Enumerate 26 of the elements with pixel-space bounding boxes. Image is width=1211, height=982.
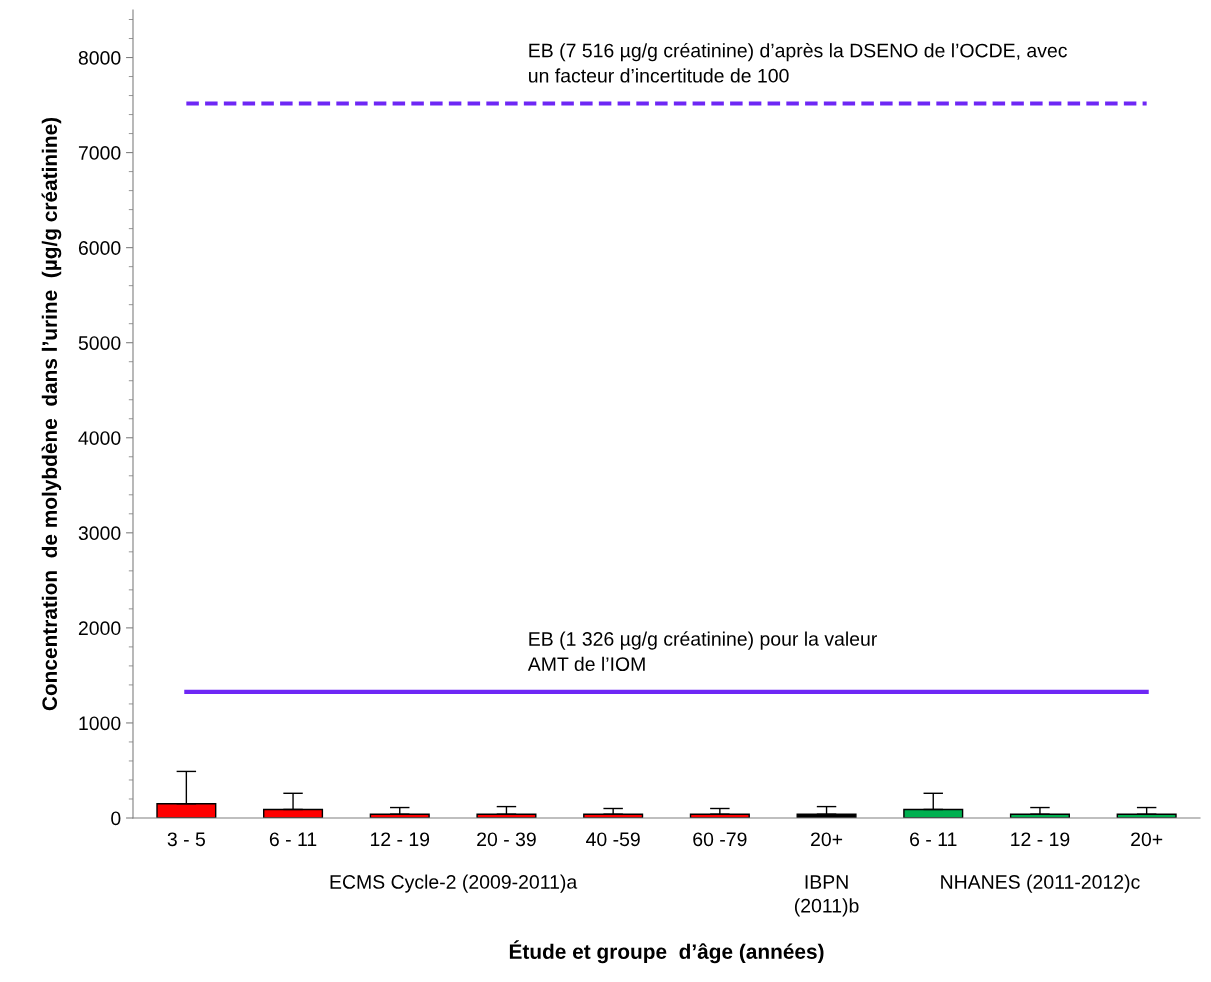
y-tick-label: 6000 bbox=[78, 241, 121, 255]
y-tick-label: 8000 bbox=[78, 51, 121, 65]
y-tick-label: 5000 bbox=[78, 336, 121, 350]
x-tick-label: 12 - 19 bbox=[1011, 832, 1070, 847]
y-tick-label: 7000 bbox=[78, 146, 121, 160]
ref-line-label: EB (7 516 µg/g créatinine) d’après la DSENO de l’OCDE, avec un facteur d’incertitude de 100 bbox=[529, 42, 1067, 83]
x-tick-label: 6 - 11 bbox=[910, 832, 957, 847]
x-tick-label: 20+ bbox=[1131, 832, 1163, 847]
y-tick-label: 1000 bbox=[79, 716, 121, 731]
y-tick-label: 3000 bbox=[78, 526, 121, 541]
x-axis-title: Étude et groupe d’âge (années) bbox=[509, 940, 824, 964]
y-axis-title: Concentration de molybdène dans l’urine (µg/g créatinine) bbox=[41, 117, 62, 711]
y-tick-label: 4000 bbox=[78, 431, 121, 445]
x-tick-label: 3 - 5 bbox=[167, 832, 205, 847]
x-tick-label: 20+ bbox=[811, 832, 843, 847]
ref-line-label: EB (1 326 µg/g créatinine) pour la valeur AMT de l’IOM bbox=[527, 631, 877, 671]
text: NHANES (2011-2012)c bbox=[941, 874, 1140, 893]
x-tick-label: 20 - 39 bbox=[477, 832, 536, 847]
y-tick-label: 2000 bbox=[78, 621, 121, 636]
y-tick-label: 0 bbox=[111, 811, 121, 826]
x-tick-label: 40 -59 bbox=[586, 832, 640, 847]
x-tick-label: 6 - 11 bbox=[269, 832, 317, 847]
text: ECMS Cycle-2 (2009-2011)a bbox=[330, 874, 578, 893]
x-tick-label: 12 - 19 bbox=[370, 832, 430, 847]
x-tick-label: 60 -79 bbox=[693, 832, 747, 847]
text: IBPN (2011)b bbox=[794, 875, 859, 917]
